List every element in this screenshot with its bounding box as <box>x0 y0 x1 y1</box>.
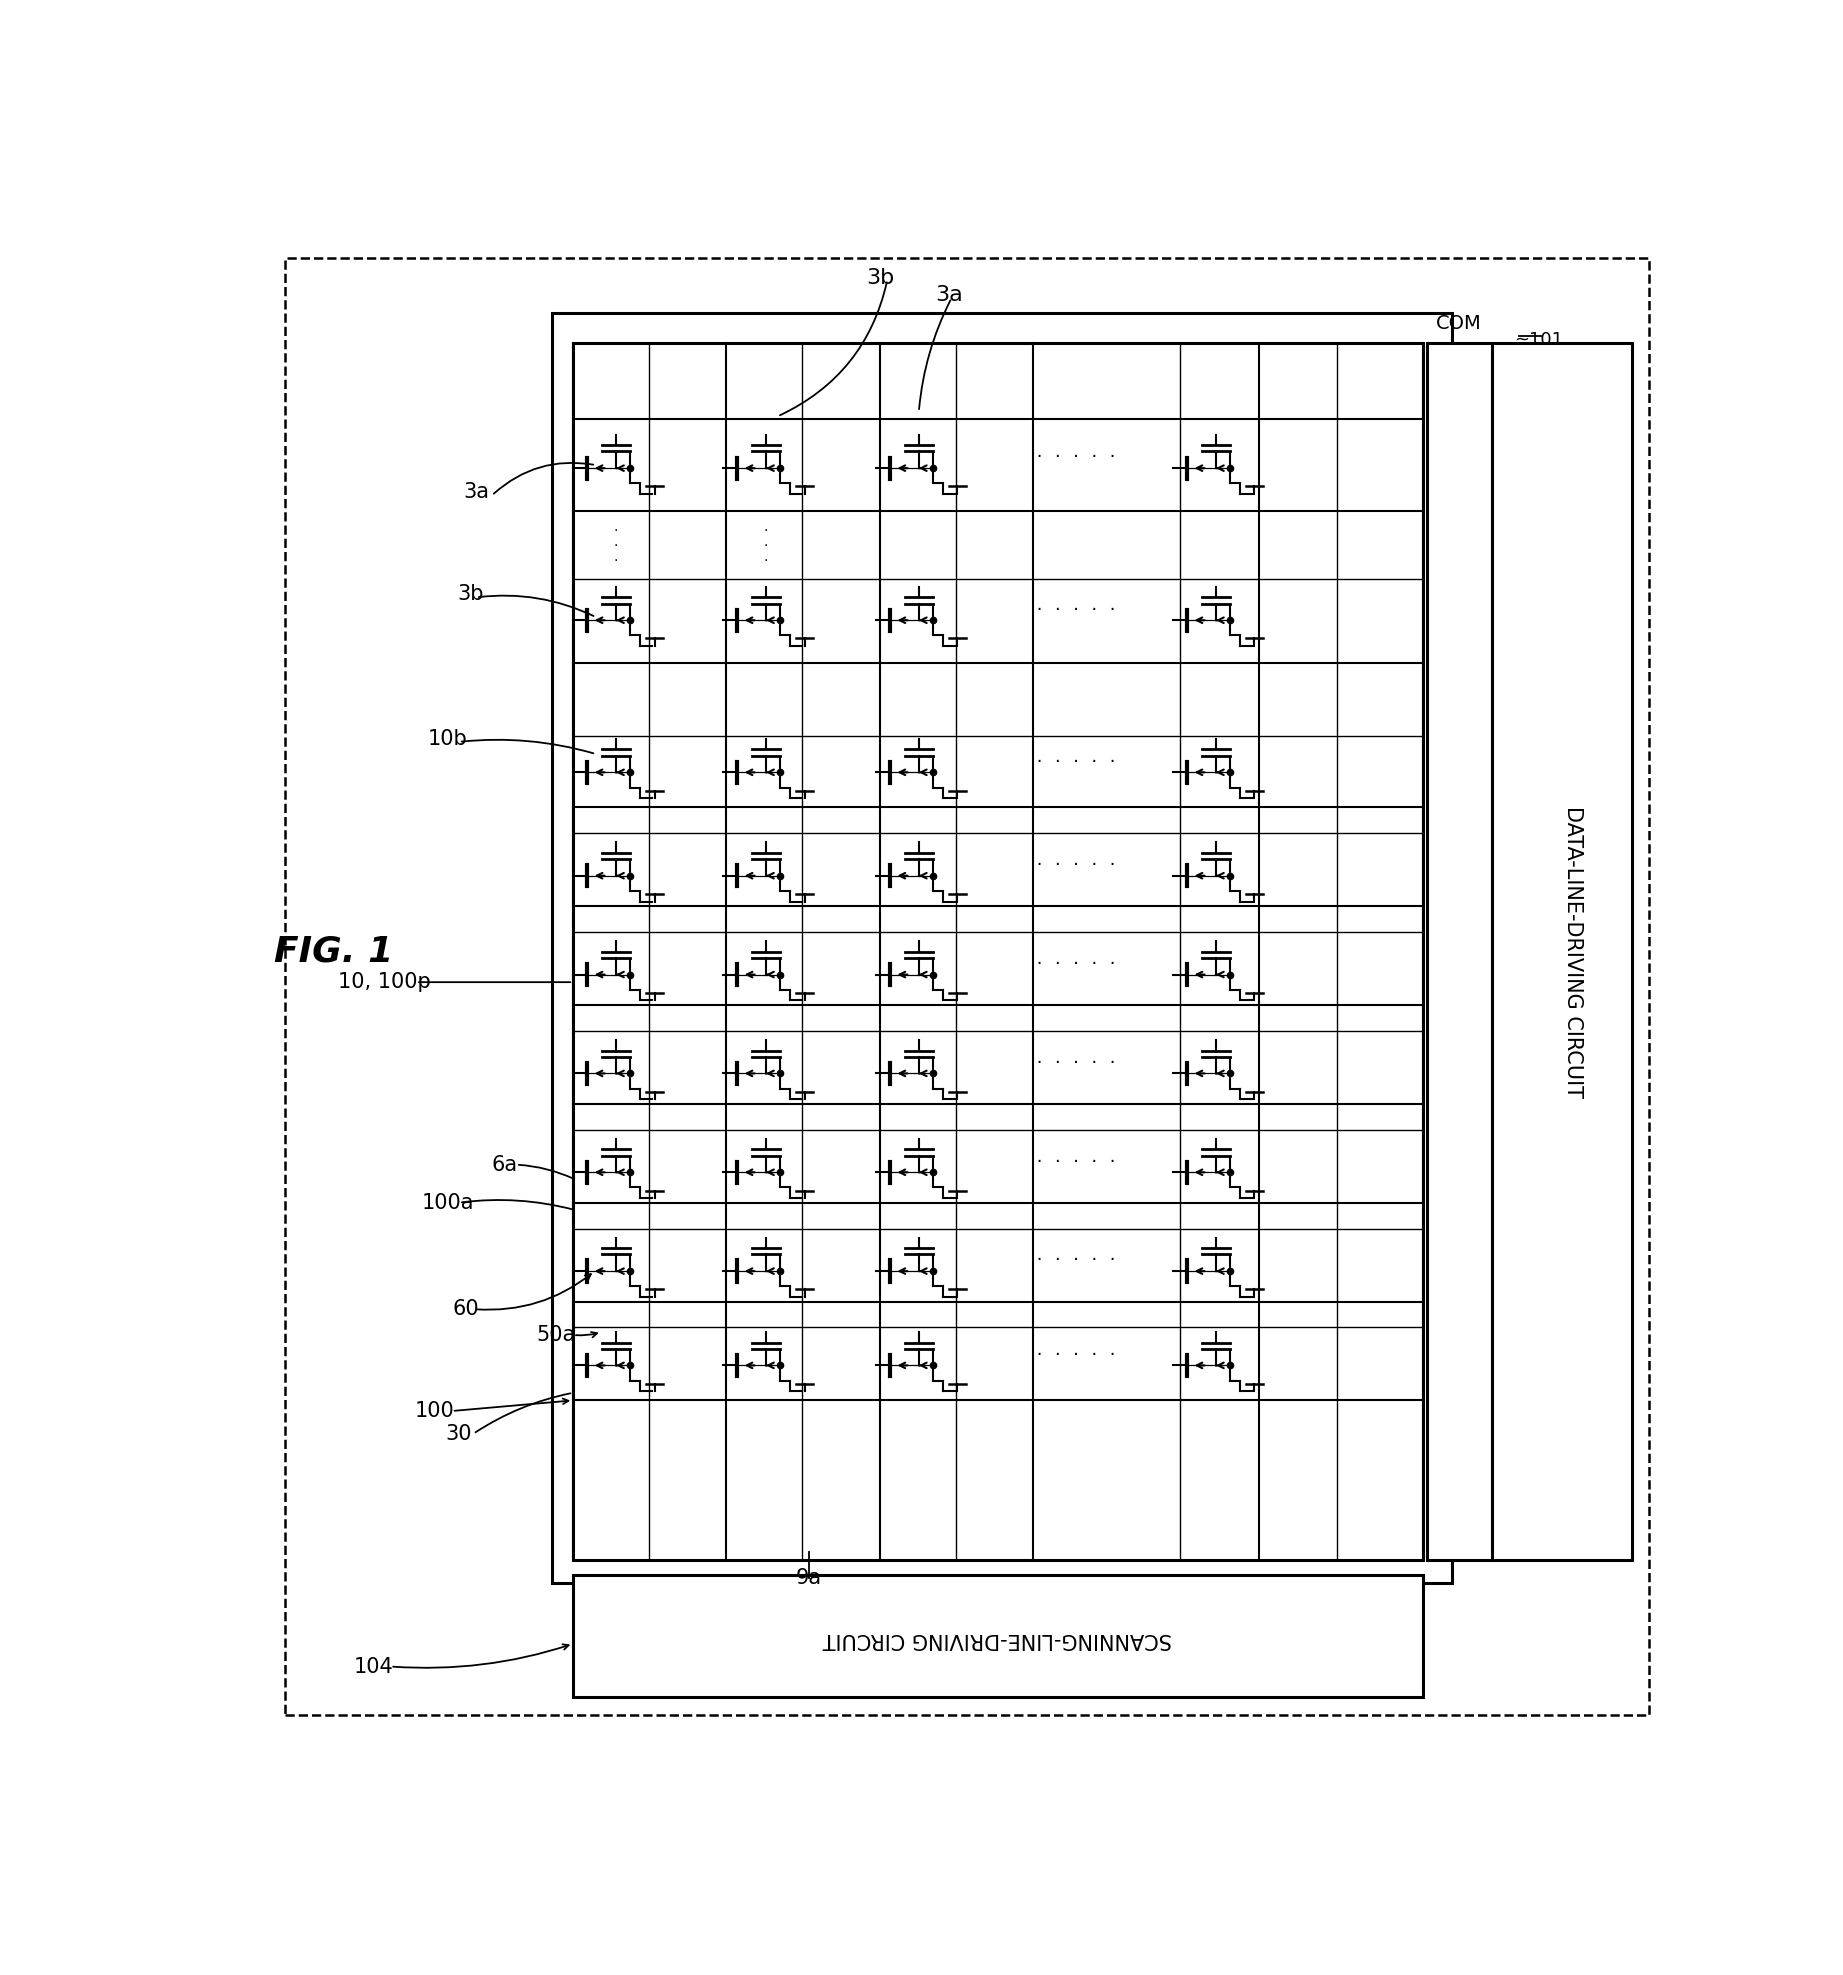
Text: COM: COM <box>1436 314 1482 334</box>
Text: 100: 100 <box>415 1400 455 1422</box>
Text: 10b: 10b <box>428 729 468 749</box>
Text: SCANNING-LINE-DRIVING CIRCUIT: SCANNING-LINE-DRIVING CIRCUIT <box>822 1629 1172 1649</box>
Text: DATA-LINE-DRIVING CIRCUIT: DATA-LINE-DRIVING CIRCUIT <box>1563 806 1583 1098</box>
Bar <box>573 1576 1423 1697</box>
Text: 10, 100p: 10, 100p <box>339 972 431 991</box>
Bar <box>1491 344 1631 1560</box>
Text: 3b: 3b <box>866 269 894 288</box>
Text: 60: 60 <box>453 1300 479 1319</box>
Text: ·
·
·: · · · <box>614 523 617 567</box>
Text: 50a: 50a <box>536 1325 575 1345</box>
Text: FIG. 1: FIG. 1 <box>273 934 393 970</box>
Text: 3b: 3b <box>457 585 483 604</box>
Text: 3a: 3a <box>934 284 962 304</box>
Text: . . . . .: . . . . . <box>1036 598 1117 612</box>
Text: 3a: 3a <box>463 482 488 502</box>
Text: . . . . .: . . . . . <box>1036 750 1117 764</box>
Text: . . . . .: . . . . . <box>1036 1149 1117 1165</box>
Text: ·
·
·: · · · <box>763 523 769 567</box>
Text: 100a: 100a <box>422 1193 474 1213</box>
Text: . . . . .: . . . . . <box>1036 446 1117 460</box>
Text: . . . . .: . . . . . <box>1036 1248 1117 1264</box>
Bar <box>1426 344 1491 1560</box>
Bar <box>551 312 1452 1582</box>
Text: . . . . .: . . . . . <box>1036 952 1117 968</box>
Text: . . . . .: . . . . . <box>1036 1051 1117 1066</box>
Text: 6a: 6a <box>492 1155 518 1175</box>
Text: . . . . .: . . . . . <box>1036 853 1117 867</box>
Bar <box>573 344 1423 1560</box>
Text: ~101: ~101 <box>1515 332 1563 350</box>
Text: 9a: 9a <box>796 1568 822 1588</box>
Text: 104: 104 <box>354 1657 393 1677</box>
Text: . . . . .: . . . . . <box>1036 1343 1117 1357</box>
Text: 30: 30 <box>446 1424 472 1444</box>
